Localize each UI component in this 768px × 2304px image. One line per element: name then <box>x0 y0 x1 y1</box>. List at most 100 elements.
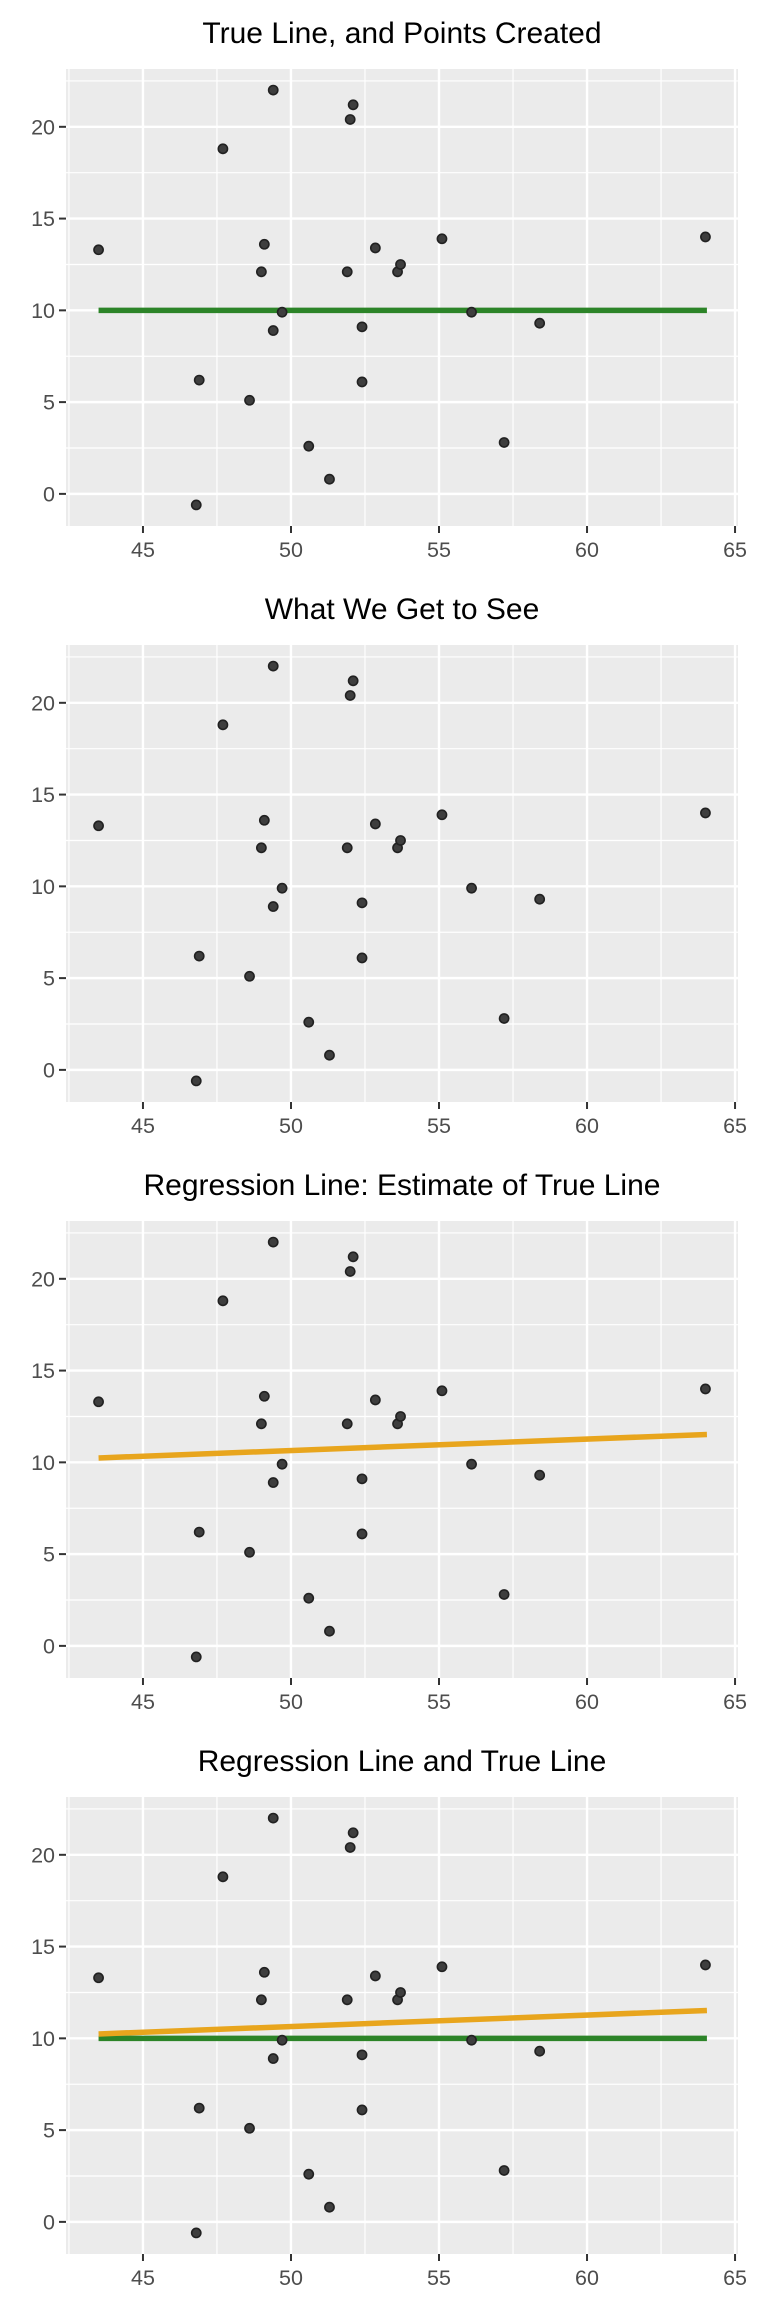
y-tick-label: 5 <box>43 2119 55 2143</box>
data-point <box>258 1390 270 1402</box>
data-point <box>244 394 255 406</box>
y-tick-label: 0 <box>43 482 55 506</box>
chart-title: Regression Line and True Line <box>197 1745 607 1778</box>
data-point <box>341 1994 353 2006</box>
data-point <box>303 1592 315 1604</box>
data-point <box>369 818 381 830</box>
data-point <box>700 231 711 243</box>
x-tick-label: 60 <box>575 1114 599 1138</box>
y-tick-label: 15 <box>31 207 55 231</box>
data-point <box>341 1418 353 1430</box>
data-point <box>244 1546 255 1558</box>
x-tick-label: 60 <box>575 1690 599 1714</box>
data-point <box>267 660 279 672</box>
data-point <box>344 690 356 701</box>
data-point <box>93 244 104 256</box>
data-point <box>395 1987 406 1998</box>
x-tick-label: 50 <box>279 1114 303 1138</box>
scatter-plot-panel: 45 50 55 60 65 0 5 10 15 20 <box>31 1221 747 1714</box>
y-tick-label: 20 <box>31 1267 55 1291</box>
data-point <box>356 1528 368 1540</box>
data-point <box>534 893 546 905</box>
y-tick-label: 0 <box>43 1058 55 1082</box>
scatter-plot-panel: 45 50 55 60 65 0 5 10 15 20 <box>31 645 747 1138</box>
data-point <box>700 807 711 819</box>
y-tick-label: 15 <box>31 783 55 807</box>
data-point <box>276 882 288 894</box>
data-point <box>466 1458 477 1470</box>
y-tick-label: 20 <box>31 691 55 715</box>
data-point <box>356 376 368 388</box>
data-point <box>347 1251 359 1263</box>
y-tick-label: 15 <box>31 1935 55 1959</box>
x-tick-label: 60 <box>575 2266 599 2290</box>
data-point <box>356 2049 368 2061</box>
chart-title: True Line, and Points Created <box>202 17 602 50</box>
y-tick-label: 15 <box>31 1359 55 1383</box>
data-point <box>700 1959 711 1971</box>
data-point <box>341 842 353 854</box>
data-point <box>276 2034 288 2046</box>
x-tick-label: 65 <box>723 1690 747 1714</box>
data-point <box>267 325 279 336</box>
panel-background <box>66 69 738 526</box>
data-point <box>93 820 104 832</box>
data-point <box>190 1075 202 1087</box>
data-point <box>534 317 546 329</box>
data-point <box>466 882 477 894</box>
data-point <box>534 2045 546 2057</box>
x-tick-label: 55 <box>427 2266 451 2290</box>
x-tick-label: 55 <box>427 1114 451 1138</box>
data-point <box>356 2104 368 2116</box>
data-point <box>356 1473 368 1485</box>
y-tick-label: 0 <box>43 1634 55 1658</box>
data-point <box>498 1013 510 1024</box>
data-point <box>356 952 368 964</box>
data-point <box>193 1526 205 1538</box>
data-point <box>303 2168 315 2180</box>
data-point <box>217 1295 229 1307</box>
data-point <box>190 499 202 511</box>
data-point <box>436 1961 448 1973</box>
data-point <box>258 238 270 250</box>
y-tick-label: 5 <box>43 967 55 991</box>
data-point <box>324 1625 335 1637</box>
chart-true-line-and-points: True Line, and Points Created 45 50 55 60 65… <box>0 0 768 576</box>
data-point <box>498 437 510 448</box>
data-point <box>498 2165 510 2176</box>
regression-line <box>98 2007 708 2037</box>
chart-regression-and-true-line: Regression Line and True Line 45 50 55 60 65… <box>0 1728 768 2304</box>
data-point <box>303 440 315 452</box>
data-point <box>258 814 270 826</box>
data-point <box>341 266 353 278</box>
x-tick-label: 45 <box>131 1114 155 1138</box>
data-point <box>267 2053 279 2064</box>
data-point <box>303 1016 315 1028</box>
scatter-plot-panel: 45 50 55 60 65 0 5 10 15 20 <box>31 69 747 562</box>
data-point <box>267 901 279 912</box>
data-point <box>324 473 335 485</box>
data-point <box>344 1842 356 1853</box>
data-point <box>267 1477 279 1488</box>
data-point <box>258 1966 270 1978</box>
data-point <box>436 233 448 245</box>
data-point <box>324 1049 335 1061</box>
panel-background <box>66 645 738 1102</box>
data-point <box>534 1469 546 1481</box>
x-tick-label: 45 <box>131 1690 155 1714</box>
panel-background <box>66 1221 738 1678</box>
data-point <box>344 114 356 125</box>
x-tick-label: 50 <box>279 2266 303 2290</box>
x-tick-label: 45 <box>131 538 155 562</box>
y-tick-label: 20 <box>31 1843 55 1867</box>
x-tick-label: 45 <box>131 2266 155 2290</box>
x-tick-label: 55 <box>427 538 451 562</box>
panel-background <box>66 1797 738 2254</box>
data-point <box>436 1385 448 1397</box>
x-tick-label: 50 <box>279 1690 303 1714</box>
data-point <box>395 835 406 846</box>
x-tick-label: 65 <box>723 538 747 562</box>
data-point <box>369 242 381 254</box>
x-tick-label: 65 <box>723 2266 747 2290</box>
